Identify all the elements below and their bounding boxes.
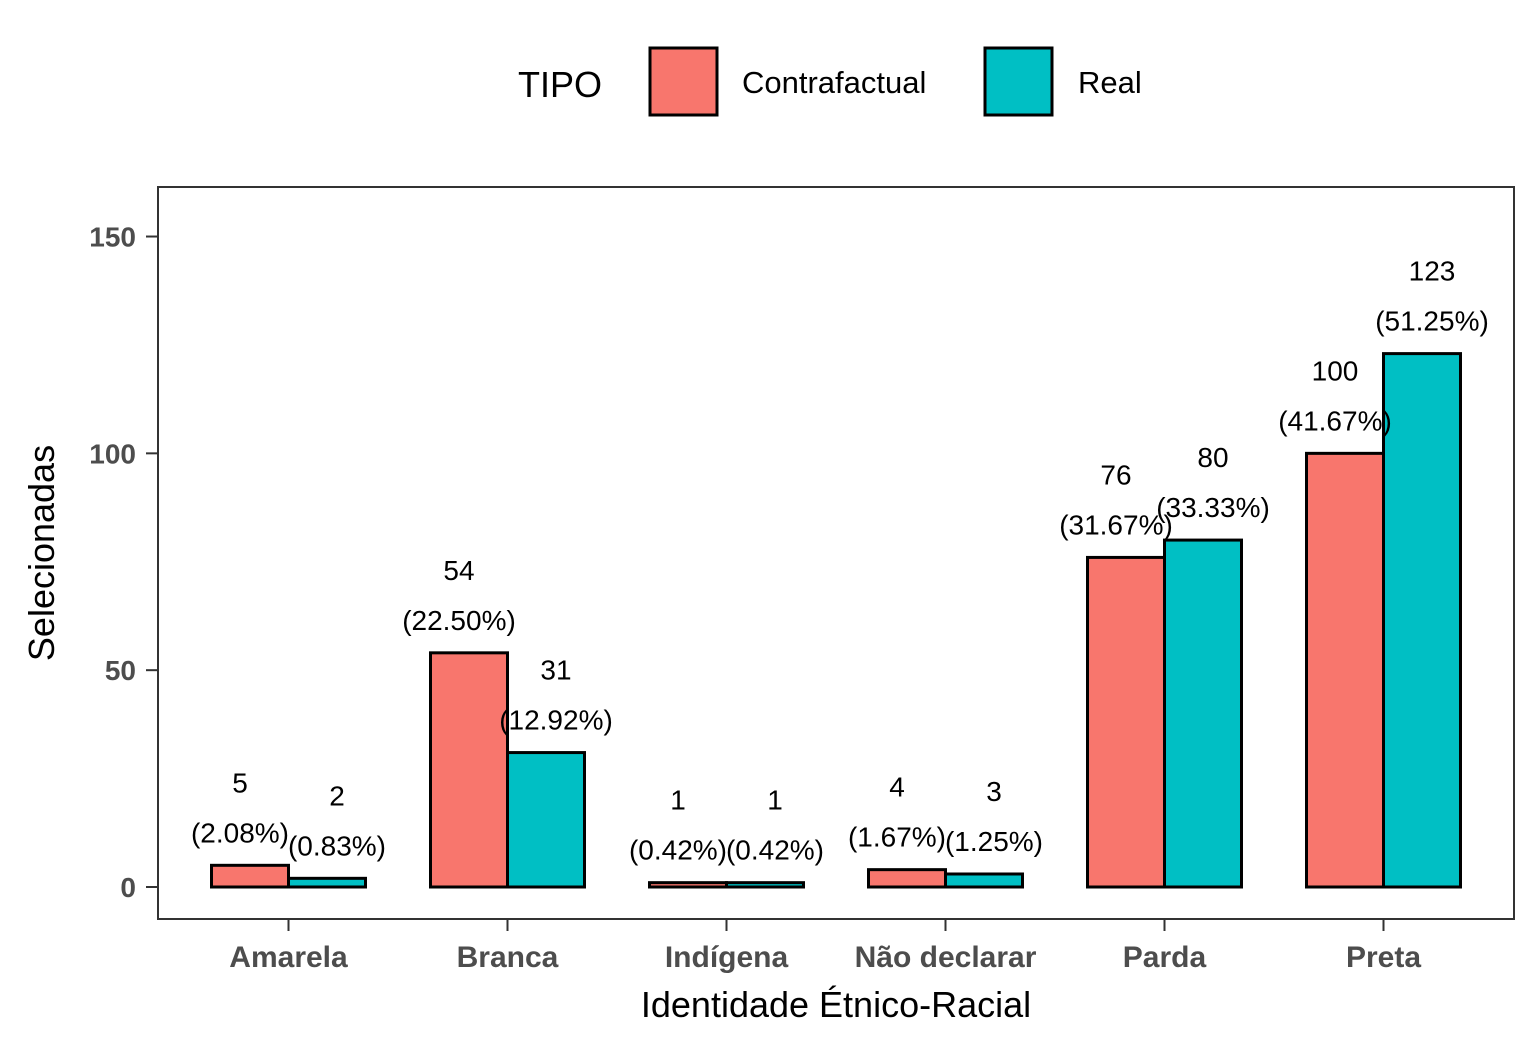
y-tick-label-150: 150 bbox=[89, 222, 136, 253]
percent-label-real-indigena: (0.42%) bbox=[726, 835, 824, 866]
percent-label-contrafactual-preta: (41.67%) bbox=[1278, 405, 1392, 436]
value-label-real-nao-declarar: 3 bbox=[986, 776, 1002, 807]
legend: TIPO Contrafactual Real bbox=[518, 46, 1142, 117]
bar-contrafactual-indigena bbox=[648, 881, 728, 889]
x-tick-label-nao-declarar: Não declarar bbox=[855, 941, 1037, 974]
value-label-contrafactual-parda: 76 bbox=[1100, 459, 1131, 490]
percent-label-contrafactual-parda: (31.67%) bbox=[1059, 509, 1173, 540]
x-axis-title: Identidade Étnico-Racial bbox=[641, 984, 1031, 1025]
bar-real-indigena bbox=[725, 881, 805, 889]
bar-real-amarela bbox=[287, 876, 367, 889]
y-tick-label-100: 100 bbox=[89, 438, 136, 469]
y-axis-title: Selecionadas bbox=[21, 445, 62, 661]
x-axis: Amarela Branca Indígena Não declarar Parda Pr… bbox=[229, 919, 1421, 974]
value-label-contrafactual-indigena: 1 bbox=[670, 785, 686, 816]
bar-contrafactual-nao-declarar bbox=[867, 868, 947, 889]
value-label-contrafactual-preta: 100 bbox=[1312, 355, 1359, 386]
data-labels: 5(2.08%)2(0.83%)54(22.50%)31(12.92%)1(0.… bbox=[191, 256, 1489, 866]
x-tick-label-preta: Preta bbox=[1346, 941, 1421, 974]
percent-label-contrafactual-amarela: (2.08%) bbox=[191, 817, 289, 848]
percent-label-real-preta: (51.25%) bbox=[1375, 306, 1489, 337]
bar-real-parda bbox=[1163, 538, 1243, 889]
x-tick-label-parda: Parda bbox=[1123, 941, 1207, 974]
bar-real-preta bbox=[1382, 352, 1462, 889]
x-tick-label-branca: Branca bbox=[457, 941, 559, 974]
legend-key-real bbox=[983, 46, 1054, 117]
value-label-contrafactual-amarela: 5 bbox=[232, 767, 248, 798]
value-label-real-parda: 80 bbox=[1197, 442, 1228, 473]
bar-contrafactual-amarela bbox=[210, 863, 290, 889]
value-label-real-preta: 123 bbox=[1409, 256, 1456, 287]
bar-contrafactual-branca bbox=[429, 651, 509, 889]
y-tick-label-50: 50 bbox=[105, 655, 136, 686]
bar-contrafactual-parda bbox=[1086, 555, 1166, 889]
value-label-real-branca: 31 bbox=[540, 655, 571, 686]
x-tick-label-amarela: Amarela bbox=[229, 941, 348, 974]
bar-real-nao-declarar bbox=[944, 872, 1024, 889]
y-axis: 0 50 100 150 bbox=[89, 222, 158, 903]
value-label-contrafactual-branca: 54 bbox=[443, 555, 474, 586]
percent-label-contrafactual-indigena: (0.42%) bbox=[629, 835, 727, 866]
y-tick-label-0: 0 bbox=[120, 872, 136, 903]
legend-label-contrafactual: Contrafactual bbox=[742, 65, 926, 100]
x-tick-label-indigena: Indígena bbox=[665, 941, 789, 974]
bar-contrafactual-preta bbox=[1305, 451, 1385, 889]
bar-real-branca bbox=[506, 751, 586, 889]
percent-label-contrafactual-branca: (22.50%) bbox=[402, 605, 516, 636]
legend-title: TIPO bbox=[518, 64, 602, 105]
value-label-real-indigena: 1 bbox=[767, 785, 783, 816]
value-label-contrafactual-nao-declarar: 4 bbox=[889, 772, 905, 803]
percent-label-real-parda: (33.33%) bbox=[1156, 492, 1270, 523]
legend-label-real: Real bbox=[1078, 65, 1142, 100]
percent-label-real-amarela: (0.83%) bbox=[288, 830, 386, 861]
legend-key-contrafactual bbox=[648, 46, 719, 117]
percent-label-real-branca: (12.92%) bbox=[499, 705, 613, 736]
percent-label-real-nao-declarar: (1.25%) bbox=[945, 826, 1043, 857]
value-label-real-amarela: 2 bbox=[329, 780, 345, 811]
percent-label-contrafactual-nao-declarar: (1.67%) bbox=[848, 822, 946, 853]
bars bbox=[210, 352, 1462, 889]
plot-panel bbox=[157, 186, 1515, 920]
